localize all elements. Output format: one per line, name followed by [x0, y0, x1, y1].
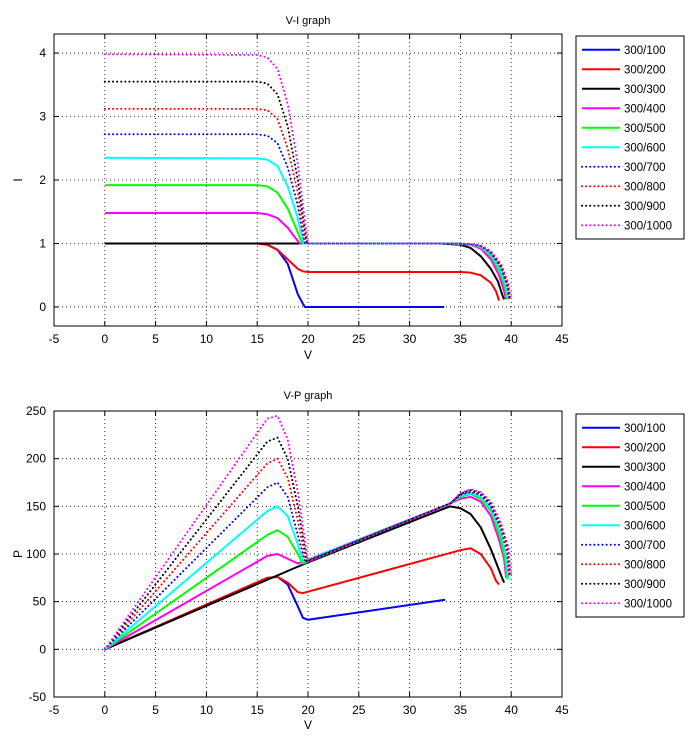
chart-1-xtick-label: 25: [352, 332, 366, 346]
chart-2-legend-label: 300/500: [624, 501, 666, 513]
chart-1-ylabel: I: [11, 178, 25, 181]
chart-1-legend: 300/100 300/200 300/300 300/400 300/500 300/6…: [575, 35, 685, 240]
chart-1-legend-label: 300/800: [624, 181, 666, 193]
chart-1-xtick-label: 5: [152, 332, 159, 346]
chart-1-ytick-label: 0: [39, 300, 46, 314]
chart-1-legend-label: 300/100: [624, 45, 666, 57]
chart-1-xlabel: V: [304, 348, 312, 362]
chart-2-xtick-label: 10: [200, 703, 214, 717]
chart-2-legend-label: 300/700: [624, 540, 666, 552]
chart-1-ytick-label: 4: [39, 46, 46, 60]
chart-2-legend-label: 300/100: [624, 423, 666, 435]
chart-1-ytick-label: 2: [39, 173, 46, 187]
chart-2-ytick-label: 150: [26, 499, 46, 513]
chart-1-xtick-label: 45: [555, 332, 569, 346]
chart-2-xtick-label: 0: [101, 703, 108, 717]
chart-2-xtick-label: 20: [301, 703, 315, 717]
chart-2-ytick-label: 250: [26, 404, 46, 418]
chart-1-xtick-label: 20: [301, 332, 315, 346]
chart-2-xtick-label: 35: [454, 703, 468, 717]
chart-1-legend-label: 300/900: [624, 201, 666, 213]
chart-2-title: V-P graph: [284, 390, 333, 402]
chart-2-ytick-label: -50: [29, 690, 47, 704]
chart-1-legend-label: 300/700: [624, 162, 666, 174]
chart-1-legend-label: 300/200: [624, 64, 666, 76]
chart-2-xtick-label: 5: [152, 703, 159, 717]
chart-2-legend-label: 300/400: [624, 481, 666, 493]
chart-1-xtick-label: 30: [403, 332, 417, 346]
chart-2-legend: 300/100 300/200 300/300 300/400 300/500 300/6…: [575, 413, 685, 618]
chart-2-ytick-label: 200: [26, 452, 46, 466]
chart-1-xtick-label: 10: [200, 332, 214, 346]
chart-1-xtick-label: 35: [454, 332, 468, 346]
chart-1-ytick-label: 3: [39, 110, 46, 124]
chart-2-xlabel: V: [304, 718, 312, 732]
chart-2-ytick-label: 50: [33, 595, 47, 609]
chart-2-xtick-label: 25: [352, 703, 366, 717]
chart-1-series-300-800: [103, 107, 511, 301]
chart-1-xtick-label: 0: [101, 332, 108, 346]
chart-2-legend-label: 300/200: [624, 442, 666, 454]
chart-1-series-300-1000: [103, 53, 513, 301]
chart-1-legend-label: 300/300: [624, 84, 666, 96]
chart-2-series-300-400: [104, 495, 508, 651]
chart-2-legend-label: 300/900: [624, 579, 666, 591]
chart-2-legend-label: 300/600: [624, 520, 666, 532]
chart-2-xtick-label: -5: [49, 703, 60, 717]
chart-1-ytick-label: 1: [39, 236, 46, 250]
chart-1-xtick-label: 40: [505, 332, 519, 346]
chart-2-xtick-label: 30: [403, 703, 417, 717]
chart-2-xtick-label: 45: [555, 703, 569, 717]
chart-1-legend-label: 300/400: [624, 103, 666, 115]
chart-1-xtick-label: 15: [251, 332, 265, 346]
chart-2-group: -5 0 5 10 15 20 25 30 35 40 45-50050100150200250V-…: [11, 390, 685, 732]
chart-2-ytick-label: 0: [39, 642, 46, 656]
chart-1-legend-label: 300/500: [624, 123, 666, 135]
chart-1-series-300-200: [104, 242, 500, 301]
chart-2-xtick-label: 40: [505, 703, 519, 717]
chart-1-series-300-900: [103, 80, 512, 301]
chart-2-series-300-1000: [103, 414, 513, 651]
chart-1-title: V-I graph: [286, 15, 331, 27]
chart-1-legend-label: 300/1000: [624, 220, 672, 232]
chart-2-legend-label: 300/1000: [624, 598, 672, 610]
chart-1-series-300-600: [104, 156, 510, 300]
chart-2-series-300-300: [104, 505, 506, 651]
chart-1-series-300-700: [103, 133, 511, 301]
chart-1-xtick-label: -5: [49, 332, 60, 346]
chart-2-xtick-label: 15: [251, 703, 265, 717]
chart-1-legend-label: 300/600: [624, 142, 666, 154]
chart-2-legend-label: 300/800: [624, 559, 666, 571]
chart-2-ytick-label: 100: [26, 547, 46, 561]
chart-1-group: -5 0 5 10 15 20 25 30 35 40 45 0 1 2 3 4 V-I graph V I 300/…: [11, 15, 685, 362]
chart-2-legend-label: 300/300: [624, 462, 666, 474]
chart-2-ylabel: P: [11, 550, 25, 558]
